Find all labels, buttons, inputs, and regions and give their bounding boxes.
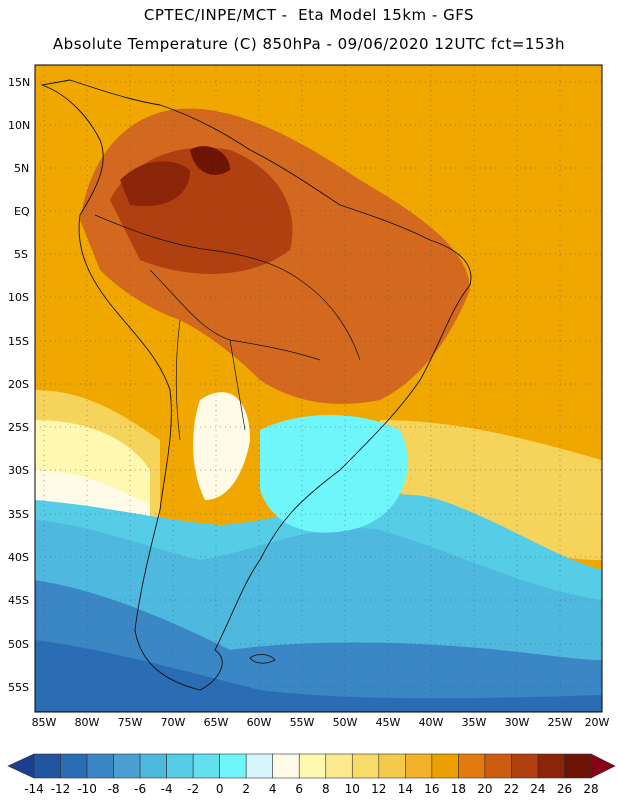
- colorbar-swatch: [113, 753, 141, 779]
- lon-label: 25W: [548, 716, 573, 729]
- lat-label: 45S: [8, 594, 29, 607]
- lon-label: 35W: [462, 716, 487, 729]
- colorbar-max-arrow: [590, 753, 616, 779]
- colorbar-label: -6: [134, 782, 146, 796]
- lat-label: EQ: [14, 205, 30, 218]
- lat-label: 15N: [8, 76, 30, 89]
- colorbar-swatch: [192, 753, 220, 779]
- colorbar-min-arrow: [7, 753, 35, 779]
- colorbar-label: -12: [51, 782, 71, 796]
- colorbar-swatch: [378, 753, 406, 779]
- temperature-field: [35, 65, 602, 712]
- colorbar-label: 0: [216, 782, 224, 796]
- colorbar-swatch: [219, 753, 247, 779]
- lat-label: 55S: [8, 681, 29, 694]
- colorbar-label: -10: [77, 782, 97, 796]
- continent-hottest: [120, 161, 190, 207]
- lat-label: 30S: [8, 464, 29, 477]
- colorbar-swatch: [298, 753, 327, 779]
- core-max: [190, 146, 230, 175]
- colorbar-label: 28: [583, 782, 598, 796]
- colorbar-label: 8: [322, 782, 330, 796]
- lon-label: 85W: [32, 716, 57, 729]
- colorbar-swatch: [458, 753, 486, 779]
- lat-label: 10N: [8, 119, 30, 132]
- colorbar-label: -4: [161, 782, 173, 796]
- map-frame: [34, 64, 603, 713]
- cold-intrusion: [260, 415, 408, 533]
- colorbar-label: -14: [24, 782, 44, 796]
- colorbar-swatch: [484, 753, 512, 779]
- colorbar-label: -8: [108, 782, 120, 796]
- lon-label: 65W: [204, 716, 229, 729]
- colorbar-label: 16: [424, 782, 439, 796]
- country-borders: [94, 214, 361, 441]
- colorbar-swatch: [405, 753, 433, 779]
- lon-label: 60W: [247, 716, 272, 729]
- lon-label: 30W: [505, 716, 530, 729]
- colorbar-swatch: [564, 753, 592, 779]
- colorbar-label: 10: [345, 782, 360, 796]
- colorbar-swatch: [511, 753, 539, 779]
- longitude-labels: 85W 80W 75W 70W 65W 60W 55W 50W 45W 40W …: [32, 716, 610, 729]
- colorbar: -14 -12 -10 -8 -6 -4 -2 0 2 4 6 8 10 12 14 16 18 20 22 24 26…: [7, 753, 616, 796]
- colorbar-label: 12: [371, 782, 386, 796]
- colorbar-label: 6: [295, 782, 303, 796]
- colorbar-swatch: [325, 753, 353, 779]
- colorbar-label: 26: [557, 782, 572, 796]
- lon-label: 45W: [376, 716, 401, 729]
- colorbar-swatch: [60, 753, 88, 779]
- colorbar-swatch: [245, 753, 274, 779]
- lon-label: 75W: [118, 716, 143, 729]
- pale-interior: [193, 392, 250, 500]
- lat-label: 15S: [8, 335, 29, 348]
- lon-label: 70W: [161, 716, 186, 729]
- colorbar-swatch: [139, 753, 167, 779]
- band-minus-10: [35, 640, 602, 712]
- lon-label: 40W: [419, 716, 444, 729]
- lat-label: 5N: [14, 162, 29, 175]
- lon-label: 55W: [290, 716, 315, 729]
- colorbar-label: 24: [530, 782, 545, 796]
- colorbar-label: 2: [242, 782, 250, 796]
- colorbar-swatch: [166, 753, 194, 779]
- colorbar-label: 4: [269, 782, 277, 796]
- falkland-islands: [249, 654, 276, 664]
- lat-label: 20S: [8, 378, 29, 391]
- colorbar-label: 18: [451, 782, 466, 796]
- lat-label: 40S: [8, 551, 29, 564]
- coastline: [40, 79, 472, 691]
- lat-label: 5S: [14, 248, 28, 261]
- colorbar-swatch: [431, 753, 459, 779]
- lon-label: 50W: [333, 716, 358, 729]
- map-title-line-2: Absolute Temperature (C) 850hPa - 09/06/…: [52, 35, 566, 53]
- lat-label: 10S: [8, 291, 29, 304]
- lat-label: 25S: [8, 421, 29, 434]
- lat-label: 35S: [8, 508, 29, 521]
- colorbar-swatch: [86, 753, 114, 779]
- colorbar-swatch: [351, 753, 380, 779]
- colorbar-swatch: [33, 753, 61, 779]
- colorbar-label: 22: [504, 782, 519, 796]
- lon-label: 80W: [75, 716, 100, 729]
- lon-label: 20W: [585, 716, 610, 729]
- colorbar-label: 14: [398, 782, 413, 796]
- colorbar-label: -2: [187, 782, 199, 796]
- lat-label: 50S: [8, 638, 29, 651]
- colorbar-swatch: [537, 753, 565, 779]
- colorbar-swatch: [272, 753, 300, 779]
- band-14: [380, 420, 602, 560]
- colorbar-label: 20: [477, 782, 492, 796]
- latitude-labels: 15N 10N 5N EQ 5S 10S 15S 20S 25S 30S 35S…: [8, 76, 30, 694]
- map-title-line-1: CPTEC/INPE/MCT - Eta Model 15km - GFS: [143, 6, 475, 24]
